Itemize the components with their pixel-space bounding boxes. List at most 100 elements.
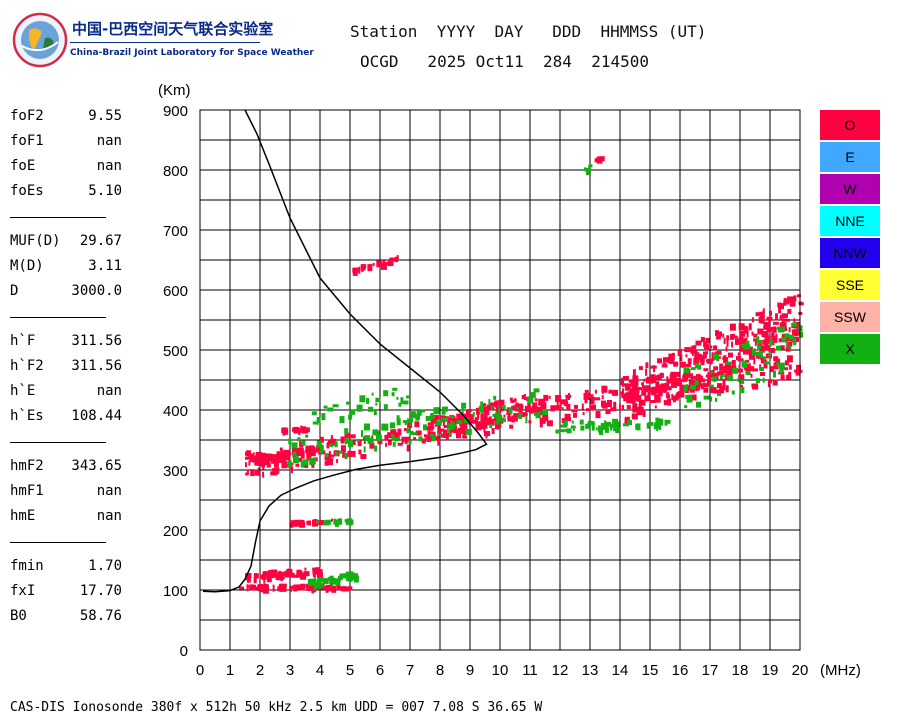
echo-point-o	[689, 388, 695, 393]
echo-point-o	[789, 300, 795, 307]
param-value: 17.70	[79, 583, 122, 599]
echo-point-o	[650, 387, 657, 395]
echo-point-o	[259, 574, 263, 579]
echo-point-o	[442, 420, 445, 427]
echo-point-o	[590, 404, 596, 411]
echo-point-x	[713, 354, 718, 358]
echo-point-o	[739, 330, 746, 337]
echo-point-x	[713, 356, 717, 360]
chart-axes: 0 1 2 3 4 5 6 7 8 9 10 11 12 13 14 15 16 17 18 19 2001002003…	[163, 103, 808, 679]
echo-point-x	[533, 388, 540, 393]
echo-point-o	[456, 433, 461, 439]
echo-point-o	[687, 358, 692, 365]
echo-point-o	[765, 345, 768, 351]
echo-point-o	[475, 423, 482, 431]
echo-point-o	[696, 353, 702, 360]
echo-point-o	[511, 415, 515, 423]
x-tick-label: 11	[522, 662, 538, 679]
echo-point-o	[654, 378, 657, 383]
echo-point-o	[681, 384, 685, 389]
echo-point-o	[637, 408, 642, 412]
echo-point-o	[769, 378, 772, 382]
echo-point-o	[249, 457, 255, 463]
echo-point-o	[437, 427, 441, 434]
echo-point-o	[610, 407, 617, 412]
echo-point-x	[447, 423, 452, 430]
echo-point-o	[305, 584, 312, 589]
echo-point-x	[684, 405, 688, 409]
echo-point-x	[359, 395, 366, 403]
electron-density-profile	[202, 109, 488, 593]
echo-point-x	[492, 413, 498, 417]
echo-point-x	[585, 423, 591, 429]
echo-point-o	[761, 331, 765, 337]
echo-point-o	[725, 346, 728, 352]
echo-point-o	[262, 586, 269, 594]
echo-point-o	[521, 395, 525, 399]
echo-point-o	[252, 586, 259, 590]
echo-point-o	[394, 256, 399, 260]
echo-point-o	[421, 438, 426, 444]
echo-point-o	[632, 375, 639, 382]
echo-point-o	[312, 567, 317, 572]
echo-point-x	[327, 407, 334, 412]
echo-point-o	[565, 394, 572, 398]
echo-point-x	[461, 402, 467, 409]
echo-point-o	[483, 413, 488, 420]
param-key: h`E	[10, 383, 36, 399]
echo-point-o	[277, 454, 280, 462]
echo-point-o	[798, 302, 804, 306]
echo-point-x	[446, 416, 448, 422]
echo-point-o	[330, 438, 336, 446]
echo-point-o	[781, 313, 788, 319]
echo-point-o	[670, 354, 674, 360]
echo-point-x	[315, 582, 322, 589]
echo-point-o	[700, 358, 705, 366]
echo-point-o	[644, 395, 650, 402]
legend-item: SSE	[820, 270, 880, 300]
echo-point-o	[349, 434, 356, 439]
echo-point-o	[602, 402, 608, 409]
echo-point-o	[480, 419, 487, 425]
echo-point-x	[333, 518, 337, 525]
logo-divider	[70, 42, 260, 43]
param-value: 311.56	[71, 333, 122, 349]
echo-point-o	[514, 415, 517, 420]
echo-point-o	[261, 585, 266, 592]
echo-point-o	[529, 409, 534, 414]
echo-point-o	[263, 583, 269, 589]
echo-point-o	[672, 397, 676, 403]
echo-point-x	[786, 342, 789, 349]
echo-point-o	[300, 573, 307, 580]
echo-point-o	[561, 407, 564, 411]
echo-point-x	[374, 445, 378, 452]
echo-point-o	[647, 391, 651, 398]
echo-point-o	[340, 586, 344, 592]
echo-point-o	[337, 583, 341, 591]
echo-point-o	[769, 348, 776, 353]
echo-point-o	[290, 520, 293, 528]
echo-point-o	[668, 353, 671, 359]
echo-point-o	[245, 472, 249, 476]
echo-point-o	[786, 355, 793, 363]
echo-point-x	[433, 407, 440, 415]
echo-point-o	[636, 391, 639, 396]
echo-point-x	[588, 166, 592, 172]
echo-point-o	[303, 571, 310, 577]
echo-point-x	[784, 333, 790, 338]
echo-point-o	[759, 364, 762, 369]
echo-point-o	[677, 391, 680, 398]
echo-point-o	[753, 338, 759, 342]
echo-point-x	[431, 435, 436, 442]
echo-point-o	[738, 374, 745, 381]
echo-point-o	[566, 404, 571, 410]
echo-point-o	[482, 417, 488, 421]
param-key: hmE	[10, 508, 36, 524]
echo-point-x	[697, 364, 702, 370]
echo-point-o	[307, 449, 309, 456]
echo-point-o	[709, 374, 716, 379]
echo-point-o	[406, 444, 410, 452]
echo-point-o	[621, 383, 624, 387]
echo-point-x	[396, 418, 401, 426]
echo-point-o	[427, 438, 432, 442]
